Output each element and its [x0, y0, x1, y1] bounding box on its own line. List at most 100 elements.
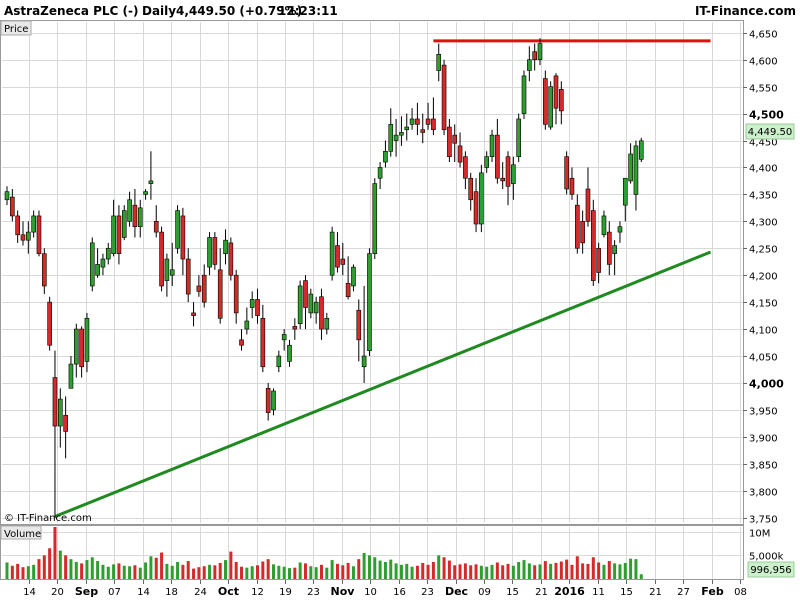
candle-body: [281, 334, 287, 341]
time-tick-label: 15: [506, 587, 519, 598]
candle: [388, 108, 394, 157]
volume-bar: [357, 559, 361, 579]
volume-bar: [549, 563, 553, 579]
volume-bar: [176, 561, 180, 579]
volume-bar: [208, 564, 212, 579]
candle: [95, 248, 100, 278]
volume-bar: [42, 555, 46, 579]
instrument-title: AstraZeneca PLC (-): [4, 4, 138, 18]
time-tick-label: 08: [734, 587, 747, 598]
time-tick-label: 23: [307, 587, 320, 598]
volume-bar: [522, 560, 526, 579]
candle-body: [372, 183, 378, 254]
candle: [543, 70, 548, 130]
volume-bar: [21, 567, 25, 579]
candle-body: [447, 126, 452, 157]
candle: [489, 129, 495, 163]
volume-axis: 10M 5,000k: [749, 529, 784, 563]
volume-bar: [277, 565, 281, 579]
candle-body: [473, 191, 479, 225]
candle: [356, 299, 362, 362]
candle: [596, 242, 601, 284]
candle-body: [495, 134, 500, 179]
candle: [313, 296, 319, 324]
candle: [239, 329, 244, 351]
volume-panel-tab[interactable]: [0, 525, 42, 540]
volume-bar: [303, 563, 307, 579]
volume-bar: [629, 558, 633, 579]
volume-bar: [5, 562, 9, 579]
price-axis: 3,750 3,800 3,850 3,900 3,950 4,000 4,050 4,100…: [743, 30, 784, 526]
candle: [148, 151, 154, 200]
candle-body: [26, 231, 31, 241]
candle-body: [228, 242, 234, 276]
candle: [564, 151, 569, 195]
candle: [559, 81, 564, 125]
candle-body: [303, 280, 308, 308]
volume-bar: [240, 566, 244, 579]
volume-bar: [272, 564, 275, 579]
candle: [495, 118, 500, 184]
volume-bar: [351, 566, 355, 579]
volume-bar: [186, 561, 190, 579]
candle: [590, 199, 596, 286]
candle-body: [100, 258, 106, 268]
volume-bar: [234, 561, 238, 579]
candle: [601, 210, 607, 238]
price-panel-tab[interactable]: [0, 20, 32, 36]
candle: [143, 189, 148, 200]
candle-body: [121, 210, 127, 238]
candle-body: [175, 210, 180, 249]
volume-bar: [458, 564, 462, 579]
volume-bar: [490, 564, 494, 579]
time-tick-label: Oct: [218, 585, 239, 598]
candle-body: [57, 398, 63, 427]
volume-bar: [479, 565, 483, 579]
time-tick-label: 15: [620, 587, 633, 598]
price-tick-label: 4,500: [749, 109, 784, 122]
price-tick-label: 3,800: [749, 488, 778, 499]
candle-body: [31, 215, 36, 233]
candle-body: [564, 156, 569, 190]
candle: [153, 205, 159, 238]
price-tick-label: 4,200: [749, 272, 778, 283]
time-axis: 14 20 Sep 07 14 18 24 Oct 12 19 23 Nov 10 16 23 Dec 09 15…: [23, 580, 747, 598]
candle-body: [601, 215, 607, 236]
candle: [548, 81, 553, 130]
candle-body: [596, 247, 601, 273]
price-tick-label: 4,550: [749, 84, 778, 95]
candle-body: [511, 164, 516, 184]
candle: [409, 108, 415, 130]
candle: [372, 178, 378, 260]
candle-body: [457, 145, 463, 163]
volume-bar: [442, 557, 446, 579]
candle-body: [431, 118, 436, 131]
volume-bar: [138, 567, 142, 579]
volume-bar: [170, 565, 174, 579]
volume-bar: [410, 566, 414, 579]
candle: [116, 205, 122, 265]
candle: [111, 199, 116, 257]
candle: [292, 318, 298, 340]
candle-body: [617, 226, 623, 233]
candle-body: [489, 134, 495, 157]
volume-bar: [373, 557, 377, 579]
volume-bars: [5, 527, 643, 579]
volume-bar: [64, 555, 68, 579]
volume-bar: [485, 566, 489, 579]
volume-bar: [181, 564, 185, 579]
candle: [52, 350, 58, 518]
candle-body: [575, 204, 580, 249]
time-tick-label: 09: [478, 587, 491, 598]
candle-body: [543, 78, 548, 125]
candle-body: [260, 317, 266, 368]
volume-bar: [122, 565, 126, 579]
volume-bar: [213, 565, 217, 579]
support-trend-line[interactable]: [54, 250, 712, 518]
time-tick-label: 27: [677, 587, 690, 598]
candle: [79, 326, 84, 378]
candle: [47, 296, 52, 351]
price-tick-label: 3,950: [749, 407, 778, 418]
candle: [297, 280, 303, 330]
candle: [553, 73, 559, 125]
